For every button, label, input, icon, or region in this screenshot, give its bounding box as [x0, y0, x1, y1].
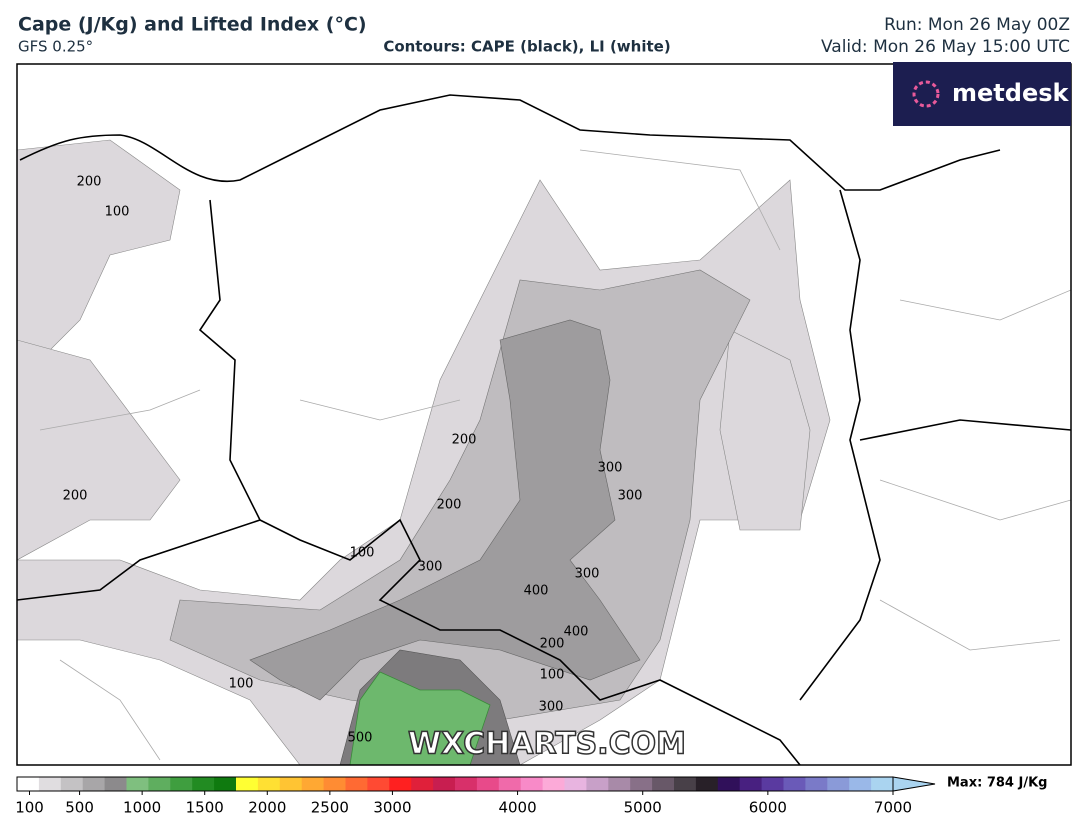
contour-label: 100	[105, 205, 130, 220]
colorbar-cell	[126, 777, 149, 791]
run: Run: Mon 26 May 00Z	[884, 15, 1070, 35]
colorbar-tick-label: 1500	[186, 799, 224, 817]
contour-label: 200	[437, 498, 462, 513]
colorbar-cell	[520, 777, 544, 791]
colorbar-cell	[345, 777, 368, 791]
colorbar-cell	[608, 777, 631, 791]
colorbar-cell	[38, 777, 62, 791]
contour-label: 300	[598, 461, 623, 476]
contour-label: 300	[418, 560, 443, 575]
contour-label: 300	[539, 700, 564, 715]
colorbar-tick-label: 4000	[498, 799, 536, 817]
logo: metdesk	[952, 79, 1070, 107]
colorbar-cell	[17, 777, 40, 791]
colorbar-cell	[739, 777, 763, 791]
contour-label: 100	[540, 668, 565, 683]
colorbar-cell	[148, 777, 171, 791]
colorbar-cell	[257, 777, 281, 791]
colorbar-cell	[586, 777, 609, 791]
colorbar-tick-label: 7000	[874, 799, 912, 817]
colorbar-tick-label: 3000	[373, 799, 411, 817]
colorbar-cell	[761, 777, 784, 791]
colorbar-tick-label: 100	[15, 799, 44, 817]
map-frame	[16, 63, 1072, 766]
colorbar-cell	[279, 777, 303, 791]
contour-label: 300	[618, 489, 643, 504]
colorbar-cell	[82, 777, 106, 791]
colorbar-cell	[389, 777, 412, 791]
contour-label: 100	[229, 677, 254, 692]
contour-label: 400	[524, 584, 549, 599]
colorbar-cell	[630, 777, 653, 791]
colorbar-cell	[542, 777, 565, 791]
colorbar-cell	[695, 777, 719, 791]
map	[16, 63, 1072, 766]
watermark: WXCHARTS.COM	[408, 727, 686, 762]
colorbar-cell	[849, 777, 872, 791]
colorbar-cell	[170, 777, 193, 791]
logo-icon	[912, 80, 940, 108]
contour-label: 200	[63, 489, 88, 504]
model: GFS 0.25°	[18, 38, 93, 56]
colorbar-cell	[498, 777, 522, 791]
colorbar-cell	[301, 777, 325, 791]
contour-label: 300	[575, 567, 600, 582]
colorbar-tick-label: 5000	[624, 799, 662, 817]
colorbar-cell	[455, 777, 478, 791]
colorbar-cell	[192, 777, 215, 791]
colorbar-cell	[214, 777, 237, 791]
contour-label: 200	[77, 175, 102, 190]
colorbar-cell	[433, 777, 456, 791]
colorbar-cell	[805, 777, 828, 791]
colorbar-tick-label: 6000	[749, 799, 787, 817]
contour-label: 500	[348, 731, 373, 746]
contour-label: 200	[540, 637, 565, 652]
colorbar-cell	[564, 777, 587, 791]
contour-label: 400	[564, 625, 589, 640]
colorbar-cell	[827, 777, 850, 791]
colorbar-cell	[411, 777, 434, 791]
colorbar-cell	[236, 777, 259, 791]
title: Cape (J/Kg) and Lifted Index (°C)	[18, 14, 367, 36]
contour-label: 200	[452, 433, 477, 448]
colorbar-cell	[60, 777, 84, 791]
colorbar-cell	[783, 777, 806, 791]
colorbar-cell	[652, 777, 675, 791]
valid: Valid: Mon 26 May 15:00 UTC	[821, 37, 1070, 57]
colorbar-cell	[104, 777, 127, 791]
colorbar-tick-label: 1000	[123, 799, 161, 817]
colorbar-cell	[323, 777, 346, 791]
colorbar-tick-label: 2500	[311, 799, 349, 817]
colorbar-frame	[16, 776, 894, 792]
colorbar-cell	[476, 777, 500, 791]
colorbar-cell	[367, 777, 390, 791]
colorbar-cell	[674, 777, 697, 791]
contours-note: Contours: CAPE (black), LI (white)	[383, 38, 670, 56]
logo-box	[893, 62, 1071, 126]
colorbar-cell	[717, 777, 741, 791]
contour-label: 100	[350, 546, 375, 561]
colorbar-tick-label: 2000	[248, 799, 286, 817]
colorbar-cell	[871, 777, 894, 791]
max-label: Max: 784 J/Kg	[947, 776, 1047, 791]
colorbar-tick-label: 500	[65, 799, 94, 817]
